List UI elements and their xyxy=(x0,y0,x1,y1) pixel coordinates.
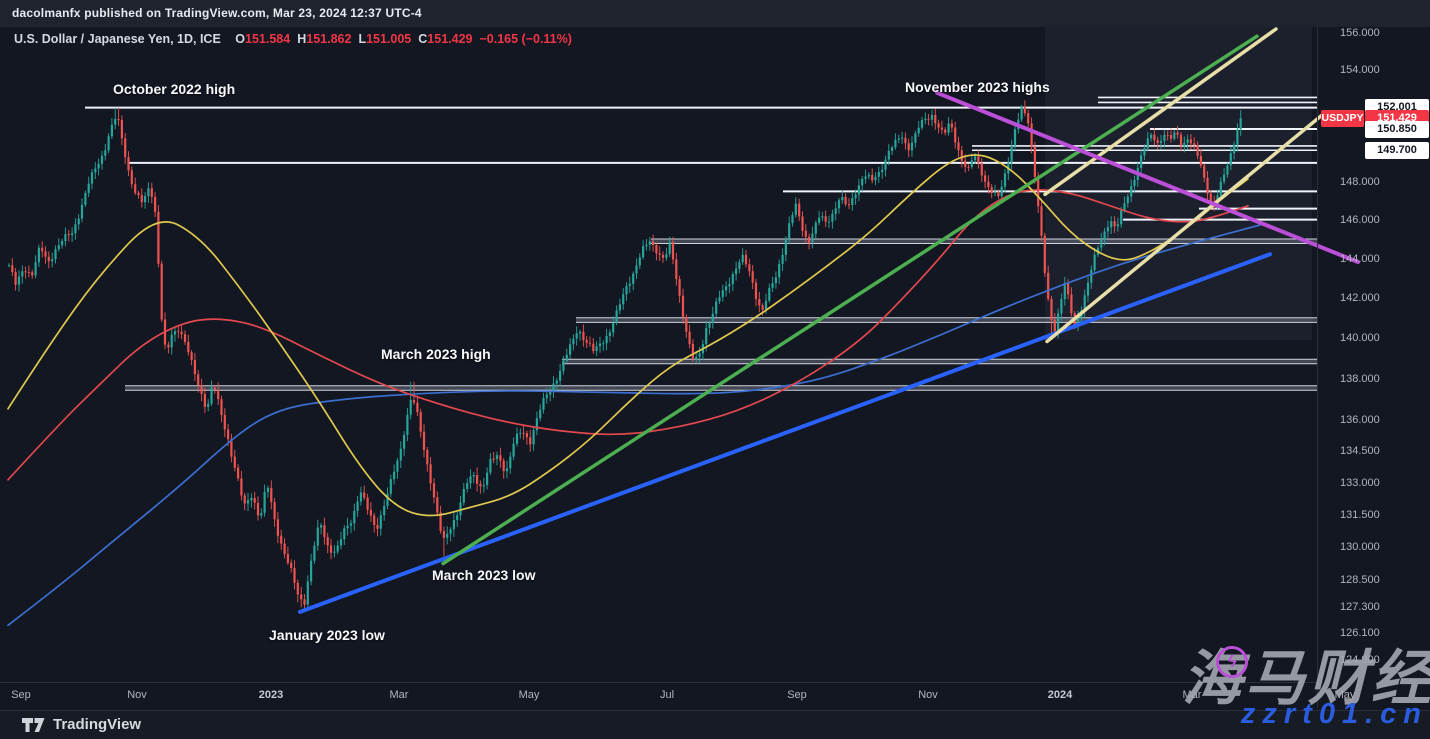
price-tick-label: 142.000 xyxy=(1340,292,1380,304)
low-label: L xyxy=(358,32,367,46)
symbol-tag-badge: USDJPY xyxy=(1321,110,1364,127)
close-value: 151.429 xyxy=(427,32,473,46)
time-tick-label: Sep xyxy=(787,689,807,701)
zone-137-6 xyxy=(125,385,1317,391)
watermark-url: zzrt01.cn xyxy=(1240,698,1428,730)
price-tick-label: 140.000 xyxy=(1340,332,1380,344)
nov-high-trendline xyxy=(935,90,1360,264)
time-tick-label: May xyxy=(1334,689,1356,701)
time-tick-label: 2024 xyxy=(1047,689,1073,701)
chart-annotation: March 2023 low xyxy=(432,567,536,583)
price-tick-label: 133.000 xyxy=(1340,477,1380,489)
price-tick-label: 156.000 xyxy=(1340,27,1380,39)
time-tick-label: Nov xyxy=(127,689,147,701)
time-tick-label: Mar xyxy=(389,689,409,701)
price-tick-label: 138.000 xyxy=(1340,373,1380,385)
sma-mid-red xyxy=(7,189,1249,481)
high-value: 151.862 xyxy=(306,32,352,46)
chart-annotation: November 2023 highs xyxy=(905,79,1050,95)
high-label: H xyxy=(297,32,307,46)
zone-138-9 xyxy=(562,359,1317,364)
march-low-trendline xyxy=(441,34,1259,566)
price-tick-label: 136.000 xyxy=(1340,414,1380,426)
time-tick-label: 2023 xyxy=(258,689,284,701)
time-tick-label: Jul xyxy=(659,689,675,701)
chart-annotation: January 2023 low xyxy=(269,627,385,643)
channel-upper-khaki xyxy=(1043,27,1278,197)
tradingview-logo-icon xyxy=(22,717,45,732)
price-tick-label: 131.500 xyxy=(1340,509,1380,521)
price-tick-label: 134.500 xyxy=(1340,445,1380,457)
price-tick-label: 127.300 xyxy=(1340,601,1380,613)
time-tick-label: Mar xyxy=(1182,689,1202,701)
time-axis-separator xyxy=(0,682,1317,683)
tradingview-brand-label: TradingView xyxy=(53,716,142,733)
change-value: −0.165 (−0.11%) xyxy=(479,32,572,46)
price-tick-label: 146.000 xyxy=(1340,214,1380,226)
price-tick-label: 154.000 xyxy=(1340,64,1380,76)
price-level-badge: 150.850 xyxy=(1365,121,1429,138)
channel-lower-khaki xyxy=(1045,113,1324,344)
chart-annotation: October 2022 high xyxy=(113,81,236,97)
publisher-text: dacolmanfx published on TradingView.com,… xyxy=(12,6,422,20)
open-label: O xyxy=(235,32,246,46)
sma-fast-yellow xyxy=(7,154,1249,517)
low-value: 151.005 xyxy=(366,32,412,46)
symbol-title: U.S. Dollar / Japanese Yen, 1D, ICE xyxy=(14,32,221,46)
tradingview-brand[interactable]: TradingView xyxy=(22,716,141,733)
price-tick-label: 148.000 xyxy=(1340,176,1380,188)
footer-bar: TradingView xyxy=(0,710,1430,739)
price-tick-label: 144.000 xyxy=(1340,253,1380,265)
time-tick-label: Nov xyxy=(918,689,938,701)
symbol-legend[interactable]: U.S. Dollar / Japanese Yen, 1D, ICE O151… xyxy=(14,32,579,46)
price-tick-label: 124.900 xyxy=(1340,654,1380,666)
zone-141 xyxy=(576,317,1317,323)
january-low-trendline xyxy=(298,252,1272,614)
sma-slow-blue xyxy=(7,224,1261,627)
publisher-bar: dacolmanfx published on TradingView.com,… xyxy=(0,0,1430,27)
price-tick-label: 130.000 xyxy=(1340,541,1380,553)
close-label: C xyxy=(418,32,428,46)
watermark-cjk: 海马财经 xyxy=(1182,645,1430,712)
time-tick-label: Sep xyxy=(11,689,31,701)
price-tick-label: 126.100 xyxy=(1340,627,1380,639)
price-level-badge: 149.700 xyxy=(1365,142,1429,159)
price-tick-label: 128.500 xyxy=(1340,574,1380,586)
time-tick-label: May xyxy=(518,689,540,701)
zone-145 xyxy=(651,238,1317,244)
open-value: 151.584 xyxy=(245,32,291,46)
price-axis-separator xyxy=(1317,27,1318,708)
chart-annotation: March 2023 high xyxy=(381,346,491,362)
